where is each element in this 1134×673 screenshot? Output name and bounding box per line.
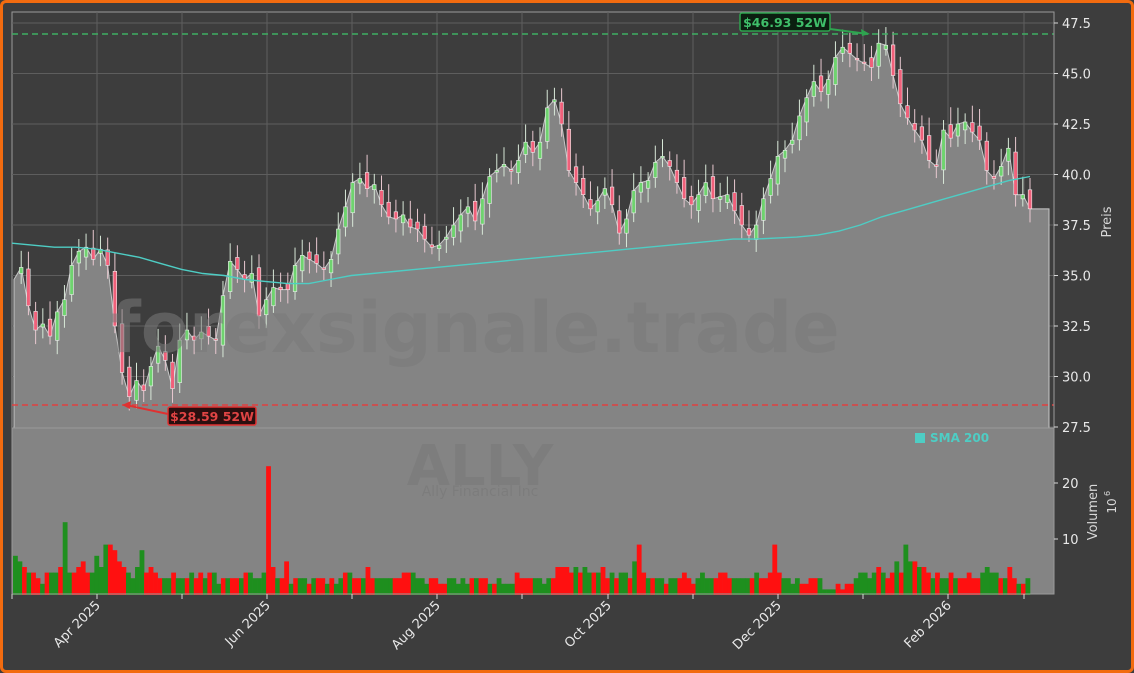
sma-legend-swatch — [915, 433, 925, 443]
svg-text:Feb 2026: Feb 2026 — [902, 598, 955, 651]
52w-low-badge — [167, 406, 257, 426]
candlesticks — [19, 27, 1033, 411]
volume-axis: 10 20 — [1053, 428, 1079, 594]
svg-text:Oct 2025: Oct 2025 — [562, 598, 615, 651]
svg-text:47.5: 47.5 — [1062, 17, 1091, 32]
svg-text:32.5: 32.5 — [1062, 320, 1091, 335]
svg-text:10: 10 — [1105, 498, 1119, 513]
sma-legend-label: SMA 200 — [930, 431, 989, 445]
svg-text:35.0: 35.0 — [1062, 270, 1091, 285]
svg-text:42.5: 42.5 — [1062, 118, 1091, 133]
svg-text:Apr 2025: Apr 2025 — [51, 598, 104, 651]
volume-axis-title: Volumen — [1086, 484, 1101, 541]
svg-text:37.5: 37.5 — [1062, 219, 1091, 234]
52w-high-badge — [739, 12, 831, 32]
site-watermark: forexsignale.trade — [110, 287, 839, 369]
company-watermark: Ally Financial Inc — [422, 484, 539, 500]
svg-text:45.0: 45.0 — [1062, 68, 1091, 83]
svg-text:27.5: 27.5 — [1062, 421, 1091, 436]
ticker-watermark: ALLY — [407, 434, 555, 499]
52w-low-arrow — [125, 404, 169, 415]
svg-text:Aug 2025: Aug 2025 — [389, 598, 444, 653]
svg-text:40.0: 40.0 — [1062, 169, 1091, 184]
volume-axis-multiplier: 10 6 — [1103, 491, 1119, 514]
volume-bars — [13, 466, 1031, 595]
svg-text:Jun 2025: Jun 2025 — [222, 598, 274, 650]
svg-text:30.0: 30.0 — [1062, 371, 1091, 386]
volume-panel — [11, 427, 1055, 595]
time-axis: Apr 2025 Jun 2025 Aug 2025 Oct 2025 Dec 2025… — [11, 593, 1054, 653]
sma-200-line — [11, 175, 1031, 285]
52w-high-arrowhead — [861, 29, 870, 36]
svg-text:6: 6 — [1103, 491, 1112, 496]
52w-low-arrowhead — [122, 401, 131, 409]
svg-text:10: 10 — [1062, 533, 1079, 548]
52w-low-label: $28.59 52W — [170, 409, 254, 424]
svg-text:Dec 2025: Dec 2025 — [730, 598, 785, 653]
price-axis-title: Preis — [1100, 206, 1115, 237]
price-axis: 27.5 30.0 32.5 35.0 37.5 40.0 42.5 45.0 47.5 — [1053, 12, 1091, 436]
52w-high-label: $46.93 52W — [743, 15, 827, 30]
svg-text:20: 20 — [1062, 477, 1079, 492]
